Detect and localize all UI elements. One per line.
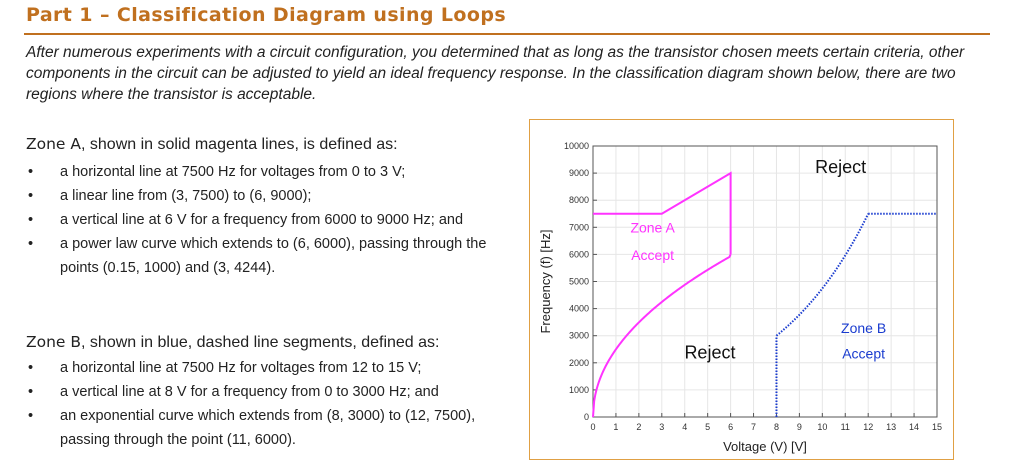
zone-b-item-2: a vertical line at 8 V for a frequency f… (60, 384, 439, 400)
x-tick-label: 2 (636, 422, 641, 432)
classification-chart: 0 1 2 3 4 5 6 7 8 9 10 11 12 13 14 15010002000300040005… (538, 141, 942, 454)
zone-a-list: • a horizontal line at 7500 Hz for voltag… (26, 160, 526, 280)
list-item: • a horizontal line at 7500 Hz for voltag… (26, 160, 526, 184)
y-tick-label: 3000 (569, 331, 589, 341)
zone-b-heading: Zone B, shown in blue, dashed line segme… (26, 333, 439, 352)
zone-b-series-line-3 (775, 213, 870, 337)
zone-a-item-1: a horizontal line at 7500 Hz for voltage… (60, 164, 406, 180)
y-tick-label: 6000 (569, 249, 589, 259)
bullet: • (28, 360, 34, 376)
x-tick-label: 6 (728, 422, 733, 432)
x-tick-label: 10 (817, 422, 827, 432)
list-item: • a linear line from (3, 7500) to (6, 900… (26, 184, 526, 208)
chart-annotation: Reject (684, 343, 735, 363)
list-item: • a vertical line at 8 V for a frequency … (26, 380, 526, 404)
bullet: • (28, 164, 34, 180)
y-tick-label: 8000 (569, 195, 589, 205)
x-tick-label: 8 (774, 422, 779, 432)
chart-annotation: Reject (815, 157, 866, 177)
zone-a-heading-text: , shown in solid magenta lines, is defin… (81, 136, 398, 153)
chart-annotation: Zone B (841, 320, 886, 336)
x-axis-label: Voltage (V) [V] (723, 439, 807, 454)
y-axis-label: Frequency (f) [Hz] (538, 229, 553, 333)
zone-a-item-4: a power law curve which extends to (6, 6… (60, 236, 487, 276)
x-tick-label: 7 (751, 422, 756, 432)
zone-b-item-1: a horizontal line at 7500 Hz for voltage… (60, 360, 422, 376)
y-tick-label: 7000 (569, 222, 589, 232)
bullet: • (28, 236, 34, 252)
zone-a-item-3: a vertical line at 6 V for a frequency f… (60, 212, 464, 228)
x-tick-label: 4 (682, 422, 687, 432)
bullet: • (28, 188, 34, 204)
title-underline (24, 33, 990, 35)
chart-frame (529, 119, 954, 460)
x-tick-label: 14 (909, 422, 919, 432)
zone-a-heading: Zone A, shown in solid magenta lines, is… (26, 135, 398, 154)
zone-b-list: • a horizontal line at 7500 Hz for voltag… (26, 356, 526, 452)
y-tick-label: 10000 (564, 141, 589, 151)
list-item: • a vertical line at 6 V for a frequency … (26, 208, 526, 232)
x-tick-label: 1 (613, 422, 618, 432)
list-item: • a power law curve which extends to (6, … (26, 232, 526, 280)
y-tick-label: 4000 (569, 304, 589, 314)
chart-annotation: Accept (631, 247, 674, 263)
zone-a-series-line-1 (592, 253, 732, 418)
list-item: • a horizontal line at 7500 Hz for voltag… (26, 356, 526, 380)
x-tick-label: 0 (590, 422, 595, 432)
intro-paragraph: After numerous experiments with a circui… (26, 44, 965, 103)
zone-b-item-3: an exponential curve which extends from … (60, 408, 476, 448)
zone-a-item-2: a linear line from (3, 7500) to (6, 9000… (60, 188, 312, 204)
x-tick-label: 5 (705, 422, 710, 432)
zone-b-heading-text: , shown in blue, dashed line segments, d… (81, 334, 440, 351)
y-tick-label: 5000 (569, 277, 589, 287)
x-tick-label: 9 (797, 422, 802, 432)
bullet: • (28, 384, 34, 400)
y-tick-label: 0 (584, 412, 589, 422)
zone-a-name: Zone A (26, 135, 81, 153)
zone-b-name: Zone B (26, 333, 82, 351)
y-tick-label: 1000 (569, 385, 589, 395)
x-tick-label: 3 (659, 422, 664, 432)
x-tick-label: 13 (886, 422, 896, 432)
y-tick-label: 2000 (569, 358, 589, 368)
x-tick-label: 12 (863, 422, 873, 432)
list-item: • an exponential curve which extends from… (26, 404, 526, 452)
page-title: Part 1 – Classification Diagram using Lo… (26, 4, 507, 26)
x-tick-label: 11 (841, 422, 850, 432)
chart-annotation: Accept (842, 346, 885, 362)
zone-a-series-line-0 (593, 171, 732, 255)
bullet: • (28, 212, 34, 228)
chart-annotation: Zone A (630, 220, 675, 236)
bullet: • (28, 408, 34, 424)
y-tick-label: 9000 (569, 168, 589, 178)
x-tick-label: 15 (932, 422, 942, 432)
